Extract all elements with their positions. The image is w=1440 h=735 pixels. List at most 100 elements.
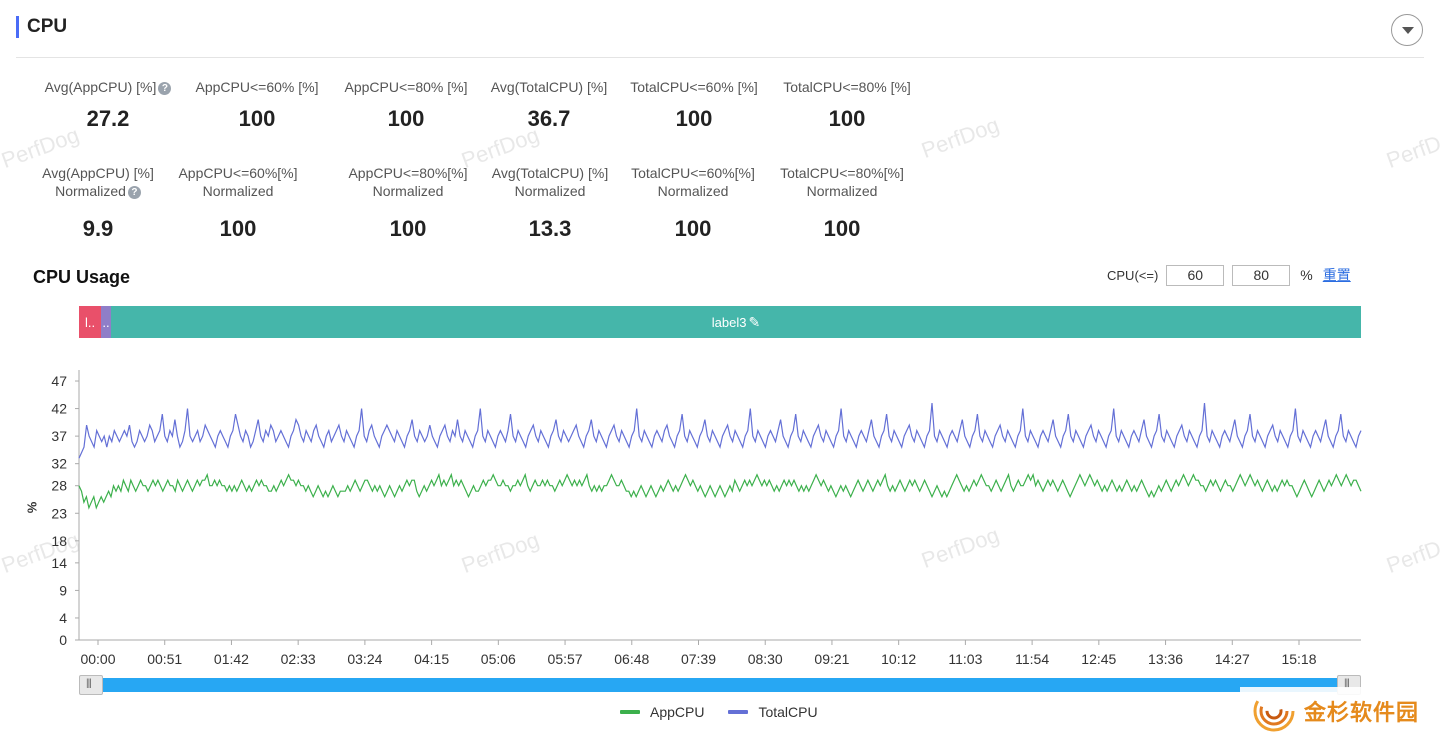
- metric-label-normalized: Normalized: [55, 183, 126, 199]
- metric-value: 100: [674, 216, 712, 241]
- metric-avg-appcpu: Avg(AppCPU) [%]? 27.2: [38, 78, 178, 132]
- help-icon[interactable]: ?: [158, 82, 172, 95]
- metric-label: Avg(AppCPU) [%]: [44, 79, 157, 95]
- logo-text: 金杉软件园: [1304, 700, 1420, 725]
- legend-label: AppCPU: [650, 704, 705, 720]
- y-tick-label: 32: [51, 456, 67, 472]
- x-tick-label: 01:42: [214, 651, 249, 667]
- metric-value: 100: [828, 106, 866, 131]
- legend-item-totalcpu[interactable]: TotalCPU: [728, 704, 818, 720]
- y-tick-label: 37: [51, 428, 67, 444]
- y-axis-label: %: [24, 501, 40, 514]
- metric-appcpu-80: AppCPU<=80% [%] 100: [336, 78, 476, 132]
- chart-legend: AppCPU TotalCPU: [620, 704, 842, 720]
- metric-value: 100: [823, 216, 861, 241]
- metric-totalcpu-80: TotalCPU<=80% [%] 100: [777, 78, 917, 132]
- metric-value: 100: [238, 106, 276, 131]
- legend-swatch: [620, 710, 640, 714]
- metric-appcpu-60-normalized: AppCPU<=60%[%] Normalized 100: [168, 164, 308, 242]
- chart-title: CPU Usage: [33, 267, 131, 287]
- label-bar: l.. .. label3 ✎: [79, 306, 1361, 338]
- x-tick-label: 10:12: [881, 651, 916, 667]
- help-icon[interactable]: ?: [127, 186, 141, 199]
- slider-track[interactable]: [91, 678, 1347, 692]
- metric-appcpu-60: AppCPU<=60% [%] 100: [187, 78, 327, 132]
- series-line-appcpu: [78, 472, 1362, 510]
- legend-label: TotalCPU: [758, 704, 818, 720]
- edit-pencil-icon[interactable]: ✎: [748, 313, 761, 330]
- metric-avg-totalcpu: Avg(TotalCPU) [%] 36.7: [479, 78, 619, 132]
- label-segment-text: ..: [102, 314, 110, 330]
- corner-logo: 金杉软件园: [1240, 687, 1440, 735]
- collapse-toggle-button[interactable]: [1391, 14, 1423, 46]
- x-tick-label: 11:03: [948, 651, 982, 667]
- section-accent-bar: [16, 16, 19, 38]
- metric-value: 100: [387, 106, 425, 131]
- y-tick-label: 23: [51, 505, 67, 521]
- metric-totalcpu-60-normalized: TotalCPU<=60%[%] Normalized 100: [623, 164, 763, 242]
- threshold-input-1[interactable]: [1166, 264, 1225, 286]
- y-tick-label: 0: [59, 632, 67, 648]
- metric-label-normalized: Normalized: [657, 183, 729, 199]
- label-segment-1[interactable]: l..: [79, 306, 101, 338]
- watermark: PerfDog: [917, 111, 1003, 164]
- legend-swatch: [728, 710, 749, 714]
- metric-label: TotalCPU<=80%[%]: [780, 165, 904, 181]
- time-range-slider[interactable]: [79, 675, 1361, 695]
- metric-label: TotalCPU<=60%[%]: [631, 165, 755, 181]
- x-tick-label: 12:45: [1081, 651, 1116, 667]
- threshold-controls: CPU(<=) % 重置: [1107, 264, 1351, 286]
- metric-label: AppCPU<=60% [%]: [195, 79, 319, 95]
- x-tick-label: 00:00: [80, 651, 115, 667]
- section-title: CPU: [27, 16, 68, 37]
- y-tick-label: 47: [51, 373, 67, 389]
- x-tick-label: 14:27: [1215, 651, 1250, 667]
- x-tick-label: 05:57: [548, 651, 583, 667]
- metric-value: 36.7: [527, 106, 571, 131]
- x-tick-label: 09:21: [814, 651, 849, 667]
- x-tick-label: 03:24: [347, 651, 382, 667]
- metric-label: TotalCPU<=80% [%]: [783, 79, 911, 95]
- x-tick-label: 08:30: [748, 651, 783, 667]
- y-tick-label: 9: [59, 582, 67, 598]
- label-segment-text: l..: [84, 314, 96, 330]
- metric-label-normalized: Normalized: [514, 183, 586, 199]
- metric-totalcpu-80-normalized: TotalCPU<=80%[%] Normalized 100: [772, 164, 912, 242]
- metric-value: 13.3: [528, 216, 572, 241]
- x-tick-label: 13:36: [1148, 651, 1183, 667]
- legend-item-appcpu[interactable]: AppCPU: [620, 704, 704, 720]
- metric-label-normalized: Normalized: [202, 183, 274, 199]
- metric-label: AppCPU<=80% [%]: [344, 79, 468, 95]
- y-tick-label: 4: [59, 610, 67, 626]
- metric-label: AppCPU<=80%[%]: [348, 165, 468, 181]
- metric-label: Avg(TotalCPU) [%]: [490, 79, 608, 95]
- metric-totalcpu-60: TotalCPU<=60% [%] 100: [624, 78, 764, 132]
- metric-value: 100: [219, 216, 257, 241]
- threshold-input-2[interactable]: [1232, 264, 1291, 286]
- metric-avg-totalcpu-normalized: Avg(TotalCPU) [%] Normalized 13.3: [480, 164, 620, 242]
- metric-value: 27.2: [86, 106, 130, 131]
- y-tick-label: 18: [51, 533, 67, 549]
- y-tick-label: 42: [51, 401, 67, 417]
- metric-label: AppCPU<=60%[%]: [178, 165, 298, 181]
- section-header: CPU: [16, 14, 1424, 58]
- metric-value: 100: [389, 216, 427, 241]
- threshold-unit: %: [1300, 267, 1313, 283]
- label-segment-text: label3: [711, 314, 747, 330]
- reset-link[interactable]: 重置: [1322, 267, 1351, 283]
- metric-label-normalized: Normalized: [806, 183, 878, 199]
- slider-handle-left[interactable]: [79, 675, 103, 695]
- label-segment-2[interactable]: ..: [101, 306, 111, 338]
- x-tick-label: 15:18: [1281, 651, 1316, 667]
- metric-appcpu-80-normalized: AppCPU<=80%[%] Normalized 100: [338, 164, 478, 242]
- y-tick-label: 14: [51, 555, 67, 571]
- x-tick-label: 02:33: [281, 651, 316, 667]
- x-tick-label: 05:06: [481, 651, 516, 667]
- metric-avg-appcpu-normalized: Avg(AppCPU) [%] Normalized? 9.9: [28, 164, 168, 242]
- logo-swirl-icon: [1253, 690, 1295, 732]
- threshold-label: CPU(<=): [1107, 267, 1159, 283]
- x-tick-label: 07:39: [681, 651, 716, 667]
- label-segment-3[interactable]: label3 ✎: [111, 306, 1361, 338]
- x-tick-label: 04:15: [414, 651, 449, 667]
